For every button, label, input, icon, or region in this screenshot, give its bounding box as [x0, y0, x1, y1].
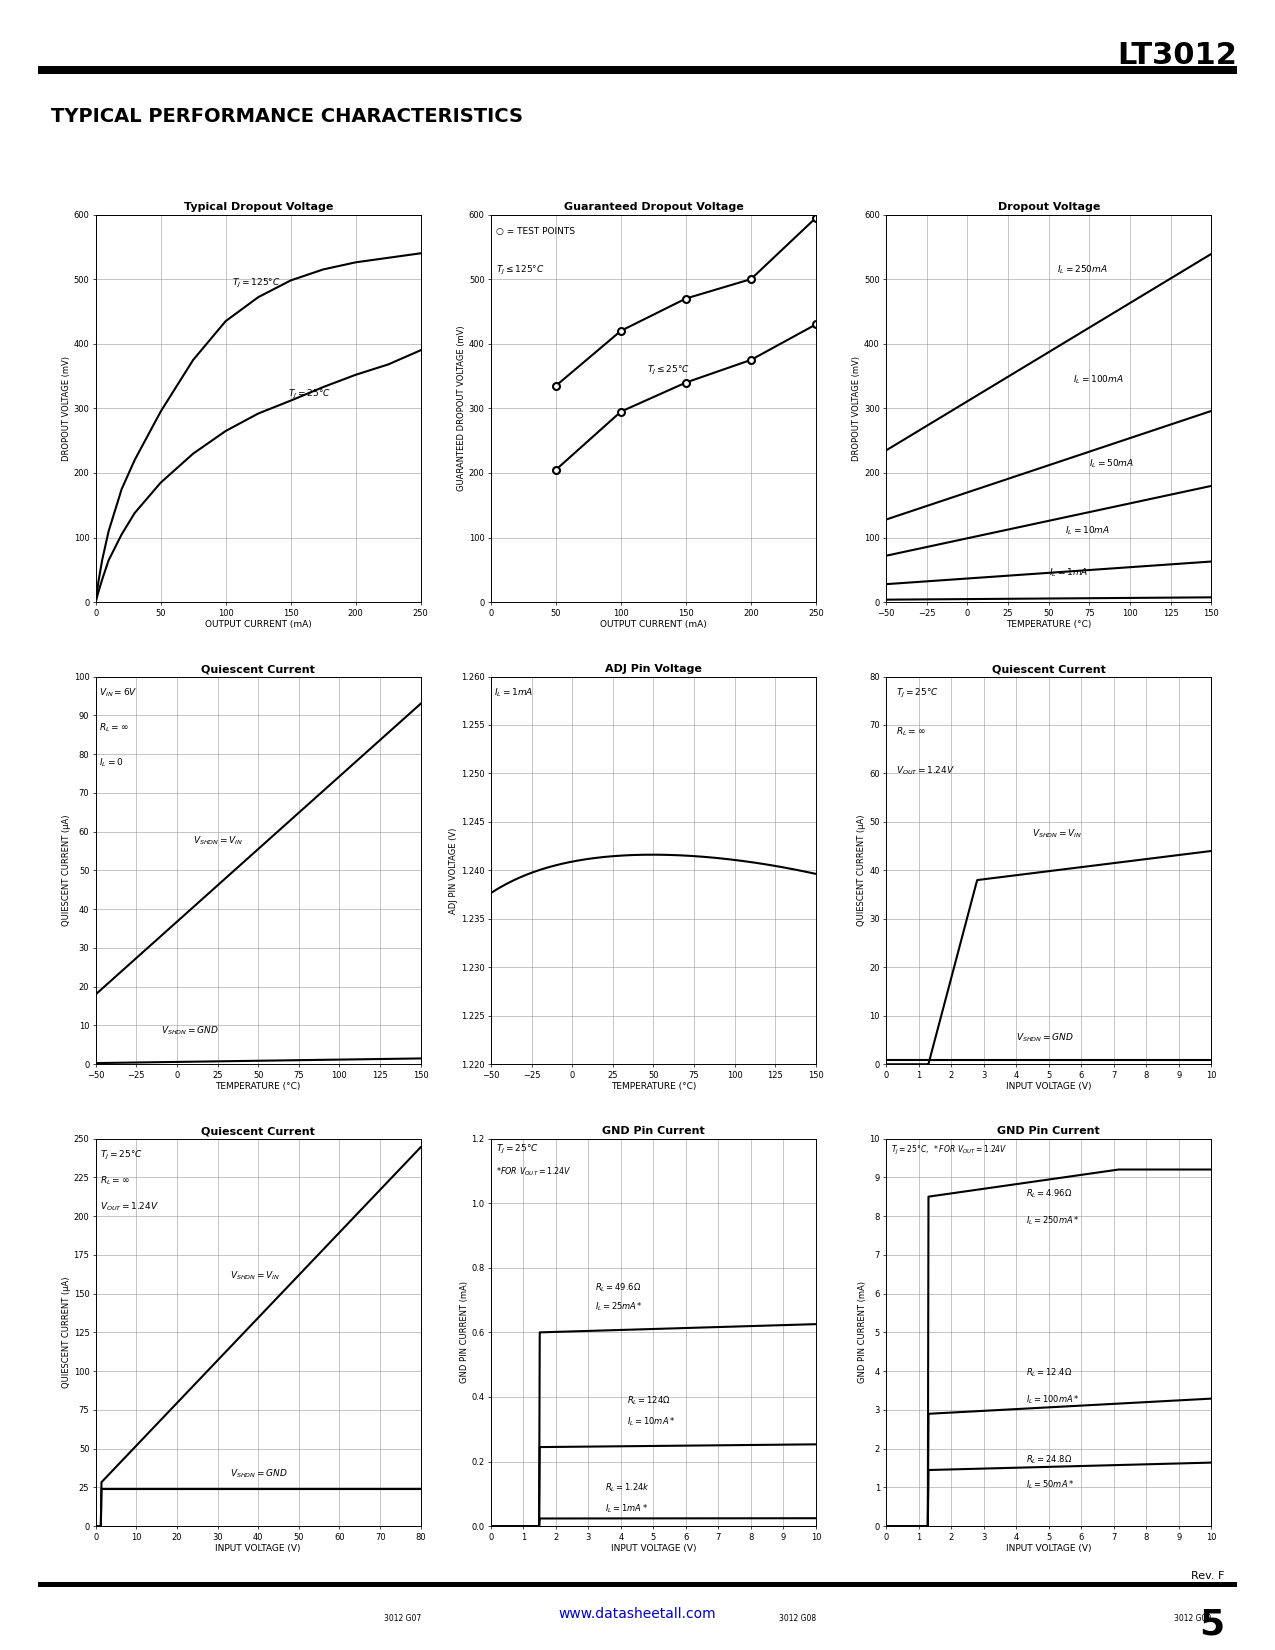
- Title: Typical Dropout Voltage: Typical Dropout Voltage: [184, 203, 333, 213]
- Y-axis label: GND PIN CURRENT (mA): GND PIN CURRENT (mA): [858, 1282, 867, 1383]
- Text: $V_{OUT} = 1.24V$: $V_{OUT} = 1.24V$: [99, 1201, 159, 1213]
- Text: $R_L = 49.6\Omega$: $R_L = 49.6\Omega$: [595, 1282, 641, 1294]
- Title: Quiescent Current: Quiescent Current: [992, 665, 1105, 675]
- Text: $V_{OUT} = 1.24V$: $V_{OUT} = 1.24V$: [896, 764, 955, 777]
- Text: $R_L = \infty$: $R_L = \infty$: [99, 721, 129, 734]
- Text: $I_L = 1mA*$: $I_L = 1mA*$: [604, 1503, 648, 1515]
- Text: $I_L = 100mA*$: $I_L = 100mA*$: [1026, 1393, 1080, 1406]
- X-axis label: OUTPUT CURRENT (mA): OUTPUT CURRENT (mA): [601, 620, 706, 629]
- Text: ○ = TEST POINTS: ○ = TEST POINTS: [496, 228, 575, 236]
- X-axis label: TEMPERATURE (°C): TEMPERATURE (°C): [1006, 620, 1091, 629]
- Text: $I_L = 1mA$: $I_L = 1mA$: [1048, 566, 1088, 579]
- Text: 3012 G07: 3012 G07: [384, 1614, 421, 1624]
- Y-axis label: QUIESCENT CURRENT (μA): QUIESCENT CURRENT (μA): [858, 815, 867, 926]
- Text: 3012 G09: 3012 G09: [1174, 1614, 1211, 1624]
- Text: Rev. F: Rev. F: [1191, 1571, 1224, 1581]
- Text: $T_J \leq 125°C$: $T_J \leq 125°C$: [496, 264, 544, 277]
- Text: $R_L = \infty$: $R_L = \infty$: [99, 1175, 129, 1186]
- Title: GND Pin Current: GND Pin Current: [602, 1127, 705, 1137]
- Text: $I_L = 100mA$: $I_L = 100mA$: [1074, 373, 1125, 386]
- Text: $T_J = 25°C$: $T_J = 25°C$: [288, 388, 332, 401]
- Y-axis label: QUIESCENT CURRENT (μA): QUIESCENT CURRENT (μA): [62, 815, 71, 926]
- Text: 3012 G06: 3012 G06: [1174, 1152, 1211, 1162]
- Title: Guaranteed Dropout Voltage: Guaranteed Dropout Voltage: [564, 203, 743, 213]
- Text: $T_J = 25°C$: $T_J = 25°C$: [896, 688, 938, 700]
- Text: $V_{SHDN} = GND$: $V_{SHDN} = GND$: [230, 1467, 288, 1480]
- Text: TYPICAL PERFORMANCE CHARACTERISTICS: TYPICAL PERFORMANCE CHARACTERISTICS: [51, 107, 523, 127]
- Text: 3012 G01: 3012 G01: [384, 690, 421, 700]
- X-axis label: TEMPERATURE (°C): TEMPERATURE (°C): [215, 1082, 301, 1091]
- X-axis label: TEMPERATURE (°C): TEMPERATURE (°C): [611, 1082, 696, 1091]
- Text: $V_{SHDN} = V_{IN}$: $V_{SHDN} = V_{IN}$: [1033, 827, 1082, 840]
- Title: Dropout Voltage: Dropout Voltage: [997, 203, 1100, 213]
- Y-axis label: QUIESCENT CURRENT (μA): QUIESCENT CURRENT (μA): [61, 1277, 70, 1388]
- Text: $I_L = 25mA*$: $I_L = 25mA*$: [595, 1300, 643, 1313]
- Text: $R_L = 124\Omega$: $R_L = 124\Omega$: [627, 1394, 671, 1407]
- Title: ADJ Pin Voltage: ADJ Pin Voltage: [606, 665, 701, 675]
- Title: Quiescent Current: Quiescent Current: [201, 1127, 315, 1137]
- Text: $I_L = 0$: $I_L = 0$: [99, 757, 124, 769]
- Text: $V_{SHDN} = GND$: $V_{SHDN} = GND$: [1016, 1031, 1074, 1043]
- Y-axis label: GUARANTEED DROPOUT VOLTAGE (mV): GUARANTEED DROPOUT VOLTAGE (mV): [456, 325, 465, 492]
- Text: $R_L = 12.4\Omega$: $R_L = 12.4\Omega$: [1026, 1366, 1072, 1378]
- Text: $I_L = 50mA*$: $I_L = 50mA*$: [1026, 1478, 1075, 1492]
- Text: $R_L = \infty$: $R_L = \infty$: [896, 726, 926, 738]
- Text: LT3012: LT3012: [1117, 41, 1237, 71]
- Y-axis label: GND PIN CURRENT (mA): GND PIN CURRENT (mA): [459, 1282, 469, 1383]
- Text: $I_L = 1mA$: $I_L = 1mA$: [495, 686, 534, 700]
- Text: $V_{SHDN} = V_{IN}$: $V_{SHDN} = V_{IN}$: [230, 1269, 280, 1282]
- Text: $T_J = 25°C$: $T_J = 25°C$: [99, 1148, 143, 1162]
- Text: $T_J = 25°C$: $T_J = 25°C$: [496, 1143, 538, 1157]
- X-axis label: INPUT VOLTAGE (V): INPUT VOLTAGE (V): [215, 1544, 301, 1553]
- Title: GND Pin Current: GND Pin Current: [997, 1127, 1100, 1137]
- Text: $V_{SHDN} = GND$: $V_{SHDN} = GND$: [161, 1025, 218, 1036]
- Text: $T_J = 125°C$: $T_J = 125°C$: [232, 277, 280, 290]
- Text: $I_L = 250mA*$: $I_L = 250mA*$: [1026, 1214, 1080, 1228]
- Text: 3012 G05: 3012 G05: [779, 1152, 816, 1162]
- Text: $R_L = 4.96\Omega$: $R_L = 4.96\Omega$: [1026, 1188, 1072, 1200]
- Text: $T_J = 25°C,\ *FOR\ V_{OUT} = 1.24V$: $T_J = 25°C,\ *FOR\ V_{OUT} = 1.24V$: [891, 1143, 1007, 1157]
- X-axis label: INPUT VOLTAGE (V): INPUT VOLTAGE (V): [611, 1544, 696, 1553]
- Text: $R_L = 1.24k$: $R_L = 1.24k$: [604, 1482, 649, 1495]
- Text: 3012 G08: 3012 G08: [779, 1614, 816, 1624]
- Text: www.datasheetall.com: www.datasheetall.com: [558, 1607, 717, 1620]
- Text: $*FOR\ V_{OUT} = 1.24V$: $*FOR\ V_{OUT} = 1.24V$: [496, 1165, 571, 1178]
- Y-axis label: ADJ PIN VOLTAGE (V): ADJ PIN VOLTAGE (V): [449, 827, 458, 914]
- Title: Quiescent Current: Quiescent Current: [201, 665, 315, 675]
- Text: $V_{IN} = 6V$: $V_{IN} = 6V$: [99, 686, 138, 700]
- Text: $I_L = 250mA$: $I_L = 250mA$: [1057, 264, 1108, 276]
- Y-axis label: DROPOUT VOLTAGE (mV): DROPOUT VOLTAGE (mV): [852, 356, 861, 460]
- X-axis label: INPUT VOLTAGE (V): INPUT VOLTAGE (V): [1006, 1544, 1091, 1553]
- Text: $R_L = 24.8\Omega$: $R_L = 24.8\Omega$: [1026, 1454, 1072, 1465]
- Text: 3012 G02: 3012 G02: [779, 690, 816, 700]
- Text: $I_L = 10mA*$: $I_L = 10mA*$: [627, 1416, 676, 1427]
- Text: 5: 5: [1198, 1607, 1224, 1642]
- X-axis label: OUTPUT CURRENT (mA): OUTPUT CURRENT (mA): [205, 620, 311, 629]
- Text: $T_J \leq 25°C$: $T_J \leq 25°C$: [646, 365, 690, 378]
- Y-axis label: DROPOUT VOLTAGE (mV): DROPOUT VOLTAGE (mV): [61, 356, 70, 460]
- Text: 3012 G03: 3012 G03: [1174, 690, 1211, 700]
- Text: $V_{SHDN} = V_{IN}$: $V_{SHDN} = V_{IN}$: [194, 835, 244, 846]
- Text: 3012 G04: 3012 G04: [384, 1152, 421, 1162]
- X-axis label: INPUT VOLTAGE (V): INPUT VOLTAGE (V): [1006, 1082, 1091, 1091]
- Text: $I_L = 10mA$: $I_L = 10mA$: [1065, 525, 1111, 536]
- Text: $I_L = 50mA$: $I_L = 50mA$: [1089, 457, 1135, 470]
